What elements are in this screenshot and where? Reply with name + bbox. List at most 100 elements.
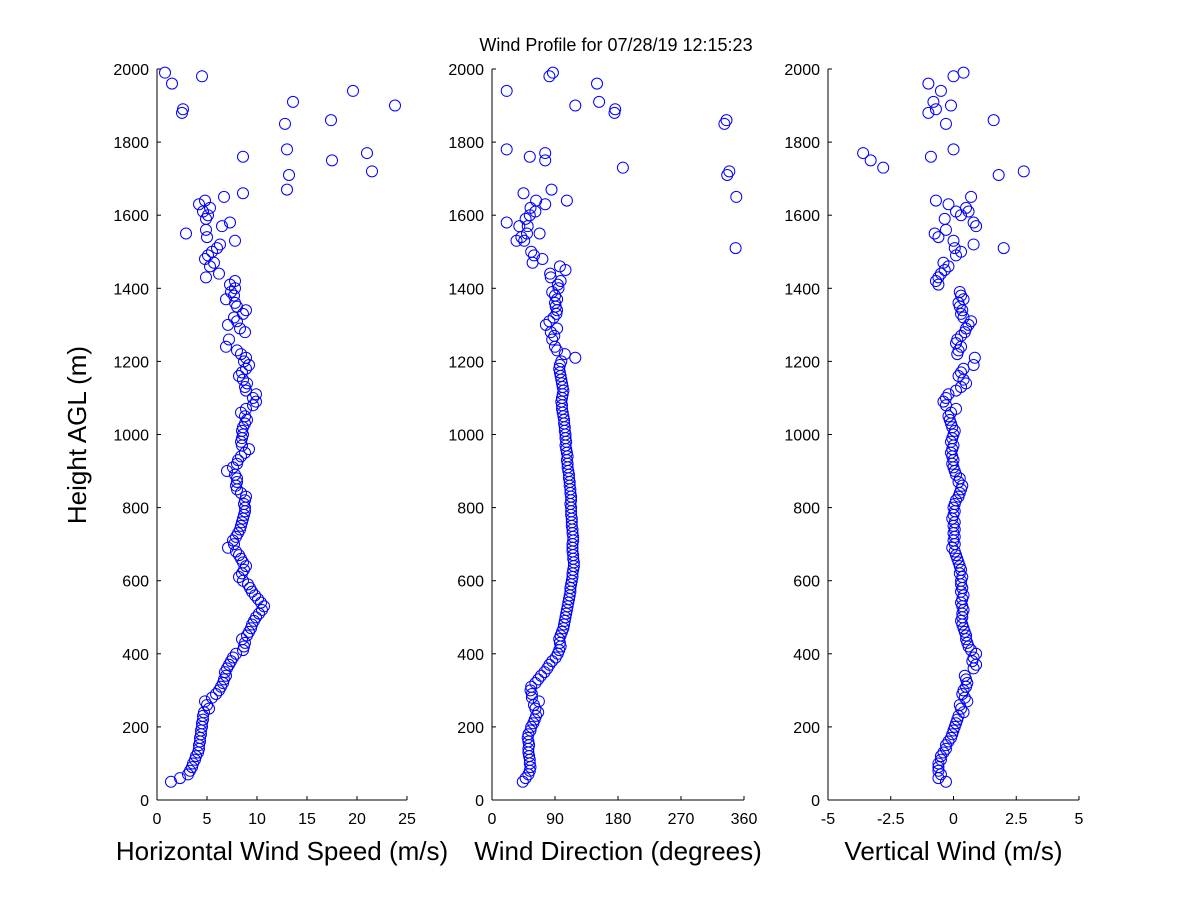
vertical-wind-data-point <box>957 311 970 324</box>
direction-data-point <box>539 147 552 160</box>
vertical-wind-data-point <box>965 315 978 328</box>
speed-panel: 0 200 400 600 800 1000 1200 1400 1600 1800 2000 0 5 1… <box>113 62 448 866</box>
vertical-wind-data-point <box>877 161 890 174</box>
speed-data-point <box>220 340 232 353</box>
direction-data-point <box>530 194 543 207</box>
speed-data-point <box>239 410 251 423</box>
direction-data-point <box>518 234 531 247</box>
direction-x-tick-label: 90 <box>546 811 564 828</box>
vertical-wind-data-point <box>960 377 973 390</box>
speed-data-point <box>221 465 233 478</box>
speed-data-point <box>225 285 237 298</box>
vertical-wind-data-point <box>924 150 937 163</box>
vertical-wind-data-point <box>1017 165 1030 178</box>
vertical-wind-data-point <box>960 633 973 646</box>
speed-y-tick-label: 1000 <box>113 428 149 445</box>
direction-y-tick-label: 2000 <box>448 62 484 79</box>
direction-data-point <box>519 212 532 225</box>
vertical-wind-data-point <box>946 541 959 554</box>
direction-data-point <box>543 658 556 671</box>
direction-data-point <box>553 260 566 273</box>
speed-data-point <box>234 322 246 335</box>
vertical-wind-x-tick-label: -2.5 <box>877 811 905 828</box>
direction-data-point <box>546 66 559 79</box>
vertical-wind-data-point <box>960 201 973 214</box>
direction-data-point <box>569 99 582 112</box>
direction-data-point <box>552 282 565 295</box>
direction-data-point <box>553 362 566 375</box>
vertical-wind-data-point <box>965 644 978 657</box>
speed-data-point <box>230 647 242 660</box>
direction-data-point <box>569 351 582 364</box>
speed-data-point <box>231 315 243 328</box>
speed-data-point <box>174 772 186 785</box>
vertical-wind-data-point <box>939 391 952 404</box>
direction-y-tick-label: 1000 <box>448 428 484 445</box>
speed-data-point <box>213 267 225 280</box>
vertical-wind-data-point <box>942 410 955 423</box>
speed-data-point <box>283 168 295 181</box>
direction-y-tick-label: 1600 <box>448 208 484 225</box>
speed-y-tick-label: 1800 <box>113 135 149 152</box>
vertical-wind-data-point <box>932 271 945 284</box>
vertical-wind-data-point <box>957 706 970 719</box>
speed-data-point <box>211 242 223 255</box>
speed-data-point <box>197 713 209 726</box>
vertical-wind-data-point <box>958 669 971 682</box>
speed-data-point <box>252 592 264 605</box>
speed-data-point <box>250 611 262 624</box>
speed-y-tick-label: 1600 <box>113 208 149 225</box>
figure-title: Wind Profile for 07/28/19 12:15:23 <box>479 35 752 55</box>
speed-data-point <box>232 454 244 467</box>
speed-x-tick-label: 5 <box>203 811 212 828</box>
direction-data-point <box>545 183 558 196</box>
vertical-wind-data-point <box>857 147 870 160</box>
vertical-wind-y-tick-label: 800 <box>793 501 820 518</box>
direction-data-point <box>551 322 564 335</box>
vertical-wind-x-axis-title: Vertical Wind (m/s) <box>844 836 1062 866</box>
speed-data-point <box>193 198 205 211</box>
vertical-wind-data-point <box>967 651 980 664</box>
direction-data-point <box>510 234 523 247</box>
vertical-wind-y-tick-label: 1000 <box>784 428 820 445</box>
direction-data-point <box>616 161 629 174</box>
speed-data-point <box>202 249 214 262</box>
vertical-wind-data-point <box>947 143 960 156</box>
direction-panel: 0 200 400 600 800 1000 1200 1400 1600 1800 2000 0 90… <box>448 62 761 866</box>
speed-data-point <box>281 183 293 196</box>
vertical-wind-data-point <box>947 234 960 247</box>
speed-data-point <box>247 399 259 412</box>
direction-y-tick-label: 1200 <box>448 354 484 371</box>
vertical-wind-data-point <box>950 494 963 507</box>
vertical-wind-y-tick-label: 600 <box>793 574 820 591</box>
vertical-wind-data-point <box>957 293 970 306</box>
direction-data-point <box>729 242 742 255</box>
direction-y-tick-label: 800 <box>457 501 484 518</box>
direction-data-point <box>513 220 526 233</box>
speed-data-point <box>240 402 252 415</box>
speed-data-point <box>389 99 401 112</box>
direction-data-point <box>543 70 556 83</box>
direction-x-tick-label: 180 <box>605 811 632 828</box>
direction-data-point <box>551 344 564 357</box>
speed-data-point <box>229 234 241 247</box>
vertical-wind-y-tick-label: 1800 <box>784 135 820 152</box>
direction-data-point <box>525 245 538 258</box>
speed-data-point <box>180 227 192 240</box>
vertical-wind-data-point <box>997 242 1010 255</box>
vertical-wind-data-point <box>942 198 955 211</box>
vertical-wind-data-point <box>968 351 981 364</box>
direction-y-tick-label: 1400 <box>448 281 484 298</box>
direction-data-point <box>593 95 606 108</box>
speed-data-point <box>214 238 226 251</box>
speed-data-point <box>235 348 247 361</box>
vertical-wind-data-point <box>932 278 945 291</box>
vertical-wind-data-point <box>957 684 970 697</box>
speed-data-point <box>279 117 291 130</box>
speed-data-point <box>229 274 241 287</box>
vertical-wind-data-point <box>937 256 950 269</box>
speed-data-point <box>206 691 218 704</box>
vertical-wind-y-tick-label: 0 <box>811 793 820 810</box>
vertical-wind-data-point <box>970 220 983 233</box>
